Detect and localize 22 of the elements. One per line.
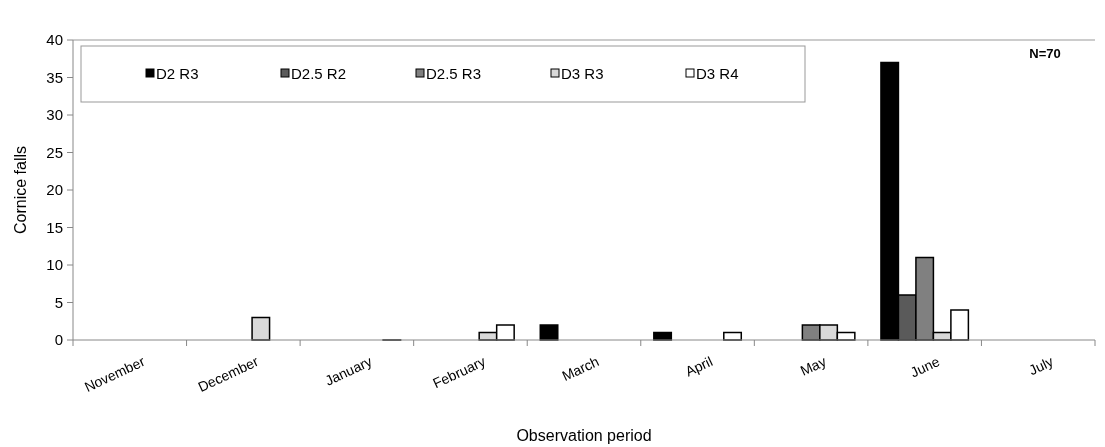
y-tick-label: 40 xyxy=(46,31,63,49)
x-tick-label: June xyxy=(907,353,943,381)
y-tick-label: 30 xyxy=(46,106,63,124)
legend-label: D2.5 R2 xyxy=(291,65,347,83)
y-tick-label: 25 xyxy=(46,143,63,161)
y-tick-label: 20 xyxy=(46,181,63,199)
y-tick-label: 10 xyxy=(46,256,63,274)
legend-label: D2 R3 xyxy=(156,65,199,83)
legend-label: D2.5 R3 xyxy=(426,65,482,83)
x-axis-title: Observation period xyxy=(516,427,652,444)
x-tick-label: March xyxy=(559,353,602,385)
y-tick-label: 5 xyxy=(54,293,63,311)
y-tick-label: 15 xyxy=(46,218,63,236)
y-tick-label: 0 xyxy=(54,331,63,349)
legend-label: D3 R4 xyxy=(696,65,739,83)
x-tick-label: July xyxy=(1026,353,1056,379)
annotation: N=70 xyxy=(1029,46,1061,61)
x-tick-label: May xyxy=(797,353,829,379)
x-tick-label: April xyxy=(682,353,715,380)
y-tick-label: 35 xyxy=(46,68,63,86)
y-axis-title: Cornice falls xyxy=(12,145,29,235)
legend-label: D3 R3 xyxy=(561,65,604,83)
